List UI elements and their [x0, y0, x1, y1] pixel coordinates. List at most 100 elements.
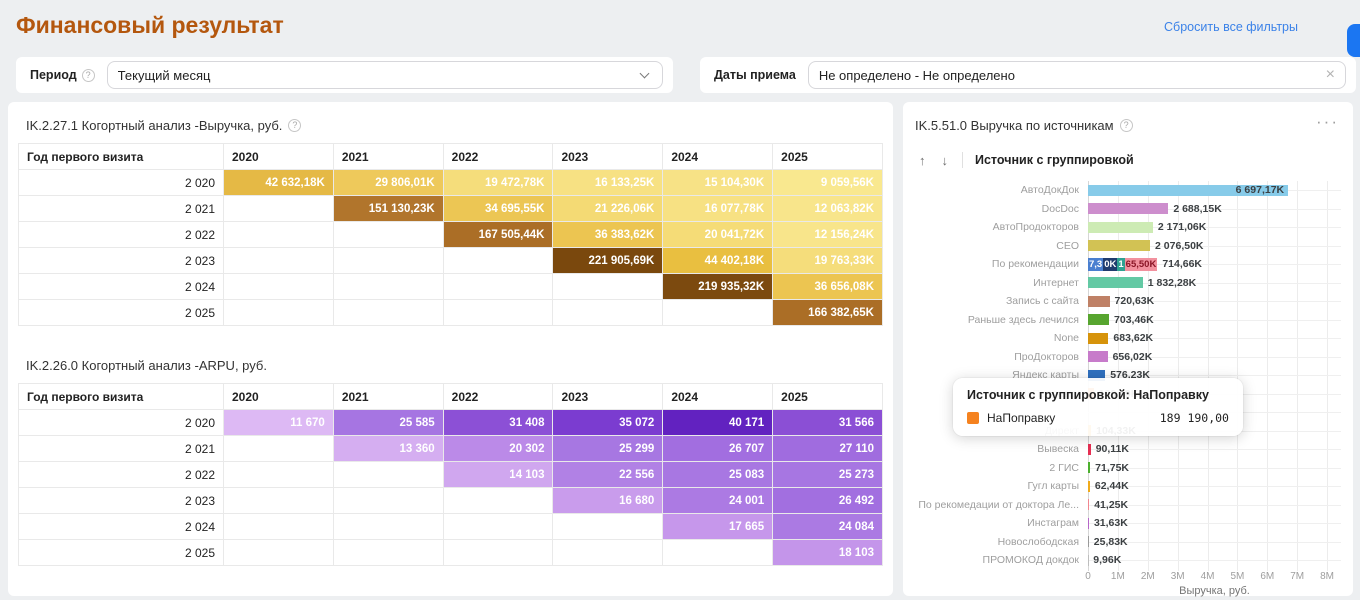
cohort-cell[interactable]: 22 556	[552, 461, 664, 488]
cohort-cell[interactable]: 166 382,65K	[772, 299, 883, 326]
cohort-cell[interactable]: 19 763,33K	[772, 247, 883, 274]
empty-cell	[442, 539, 554, 566]
chart-row: 2 ГИС 71,75K	[915, 459, 1341, 478]
bar-segment-label[interactable]: 1	[1117, 257, 1125, 271]
axis-tick-label: 7M	[1290, 570, 1305, 582]
cohort-cell[interactable]: 25 273	[772, 461, 883, 488]
cohort-cell[interactable]: 221 905,69K	[552, 247, 664, 274]
cohort-cell[interactable]: 15 104,30K	[662, 169, 774, 196]
bar[interactable]	[1088, 221, 1153, 233]
sort-descending-icon[interactable]: ↓	[941, 152, 949, 168]
bar[interactable]	[1088, 203, 1169, 215]
cohort-cell[interactable]: 14 103	[442, 461, 554, 488]
cohort-cell[interactable]: 18 103	[772, 539, 883, 566]
sort-ascending-icon[interactable]: ↑	[919, 152, 926, 168]
bar[interactable]	[1088, 351, 1108, 363]
bar[interactable]	[1088, 369, 1106, 381]
cohort-cell[interactable]: 29 806,01K	[332, 169, 444, 196]
cohort-cell[interactable]: 31 566	[772, 409, 883, 436]
cohort-cell[interactable]: 21 226,06K	[552, 195, 664, 222]
cohort-cell[interactable]: 151 130,23K	[332, 195, 444, 222]
grouping-field-label[interactable]: Источник с группировкой	[975, 153, 1134, 167]
column-header: 2024	[662, 143, 774, 170]
cohort-cell[interactable]: 219 935,32K	[662, 273, 774, 300]
cohort-cell[interactable]: 19 472,78K	[442, 169, 554, 196]
cohort-cell[interactable]: 20 041,72K	[662, 221, 774, 248]
cohort-cell[interactable]: 16 077,78K	[662, 195, 774, 222]
bar[interactable]	[1088, 517, 1089, 529]
cohort-cell[interactable]: 31 408	[442, 409, 554, 436]
bar[interactable]	[1088, 499, 1090, 511]
dates-range-input[interactable]: Не определено - Не определено ×	[807, 61, 1346, 89]
cohort-cell[interactable]: 25 299	[552, 435, 664, 462]
bar[interactable]	[1088, 295, 1110, 307]
bar-value: 31,63K	[1093, 517, 1128, 530]
category-label: 2 ГИС	[1049, 461, 1079, 474]
cohort-cell[interactable]: 11 670	[223, 409, 334, 436]
cohort-cell[interactable]: 20 302	[442, 435, 554, 462]
empty-cell	[662, 539, 774, 566]
cohort-cell[interactable]: 44 402,18K	[662, 247, 774, 274]
bar-value: 1 832,28K	[1147, 276, 1197, 289]
cohort-cell[interactable]: 25 083	[662, 461, 774, 488]
cohort-cell[interactable]: 17 665	[662, 513, 774, 540]
chart-row: По рекомендации 7,3 0K 1 65,50K 714,66K	[915, 255, 1341, 274]
row-label: 2 022	[18, 461, 224, 488]
cohort-cell[interactable]: 12 156,24K	[772, 221, 883, 248]
bar[interactable]	[1088, 277, 1143, 289]
category-label: Гугл карты	[1027, 480, 1079, 493]
bar[interactable]	[1088, 462, 1091, 474]
more-menu-icon[interactable]: ···	[1316, 112, 1339, 131]
cohort-cell[interactable]: 42 632,18K	[223, 169, 334, 196]
category-label: Новослободская	[997, 535, 1079, 548]
row-label: 2 021	[18, 435, 224, 462]
bar[interactable]	[1088, 240, 1151, 252]
help-icon[interactable]: ?	[81, 68, 95, 82]
collapsed-side-panel-button[interactable]	[1347, 24, 1360, 57]
cohort-cell[interactable]: 167 505,44K	[442, 221, 554, 248]
revenue-cohort-title: IK.2.27.1 Когортный анализ -Выручка, руб…	[26, 118, 883, 133]
cohort-cell[interactable]: 24 084	[772, 513, 883, 540]
bar-segment-label[interactable]: 0K	[1103, 257, 1118, 271]
cohort-cell[interactable]: 36 383,62K	[552, 221, 664, 248]
empty-cell	[332, 461, 444, 488]
cohort-cell[interactable]: 16 133,25K	[552, 169, 664, 196]
bar[interactable]	[1088, 536, 1089, 548]
category-label: Инстаграм	[1027, 517, 1079, 530]
cohort-cell[interactable]: 25 585	[332, 409, 444, 436]
bar-segment-label[interactable]: 65,50K	[1124, 257, 1158, 271]
cohort-cell[interactable]: 12 063,82K	[772, 195, 883, 222]
clear-icon[interactable]: ×	[1325, 66, 1335, 83]
cohort-cell[interactable]: 35 072	[552, 409, 664, 436]
bar-segment-label[interactable]: 7,3	[1088, 257, 1104, 271]
bar[interactable]	[1088, 443, 1091, 455]
plot-area: 62,44K	[1088, 477, 1341, 496]
cohort-cell[interactable]: 27 110	[772, 435, 883, 462]
help-icon[interactable]: ?	[288, 119, 302, 132]
cohort-cell[interactable]: 40 171	[662, 409, 774, 436]
series-swatch	[967, 412, 979, 424]
chart-row: Вывеска 90,11K	[915, 440, 1341, 459]
bar[interactable]	[1088, 480, 1090, 492]
arpu-cohort-title: IK.2.26.0 Когортный анализ -ARPU, руб.	[26, 358, 883, 373]
category-label: Вывеска	[1037, 443, 1079, 456]
reset-all-filters-link[interactable]: Сбросить все фильтры	[1164, 20, 1298, 34]
bar[interactable]	[1088, 332, 1109, 344]
cohort-cell[interactable]: 26 492	[772, 487, 883, 514]
empty-cell	[223, 461, 334, 488]
cohort-cell[interactable]: 26 707	[662, 435, 774, 462]
cohort-cell[interactable]: 34 695,55K	[442, 195, 554, 222]
bar[interactable]: 6 697,17K	[1088, 184, 1289, 196]
period-select[interactable]: Текущий месяц	[106, 61, 663, 89]
cohort-cell[interactable]: 36 656,08K	[772, 273, 883, 300]
cohort-cell[interactable]: 13 360	[332, 435, 444, 462]
help-icon[interactable]: ?	[1119, 119, 1133, 132]
bar[interactable]	[1088, 314, 1110, 326]
empty-cell	[552, 299, 664, 326]
empty-cell	[332, 247, 444, 274]
plot-area: 6 697,17K	[1088, 181, 1341, 200]
cohort-cell[interactable]: 9 059,56K	[772, 169, 883, 196]
cohort-cell[interactable]: 16 680	[552, 487, 664, 514]
cohort-cell[interactable]: 24 001	[662, 487, 774, 514]
bar-value: 9,96K	[1093, 554, 1122, 567]
